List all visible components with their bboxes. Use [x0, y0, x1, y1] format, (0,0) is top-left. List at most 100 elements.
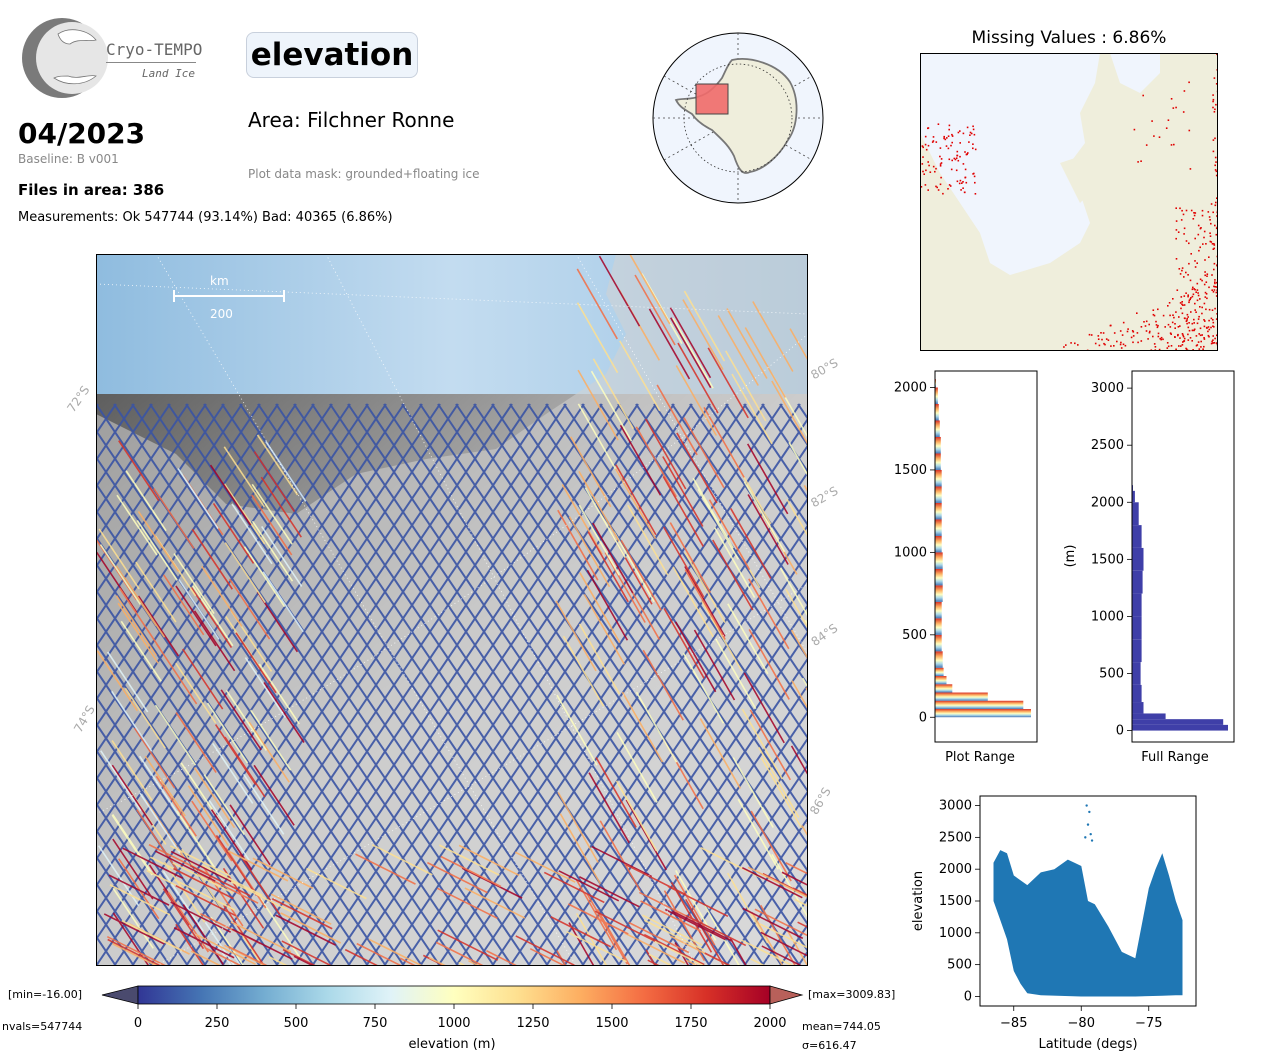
missing-point	[1214, 169, 1217, 171]
missing-point	[959, 142, 961, 144]
missing-point	[1188, 329, 1191, 332]
track-line	[96, 403, 315, 729]
track-line	[581, 629, 808, 966]
missing-point	[1199, 306, 1201, 308]
track-segment	[256, 434, 299, 496]
lat-label-80: 80°S	[808, 355, 841, 383]
missing-point	[1196, 282, 1199, 285]
full-range-y-ticks: 0 500 1000 1500 2000 2500 3000	[1091, 381, 1132, 739]
track-segment	[748, 578, 790, 650]
missing-point	[1103, 342, 1105, 345]
missing-point	[1182, 335, 1185, 338]
histogram-tick-label: 500	[1099, 667, 1124, 682]
track-segment	[112, 838, 154, 900]
missing-point	[967, 152, 969, 154]
track-segment	[588, 772, 630, 844]
missing-point	[1130, 336, 1133, 339]
track-segment	[750, 810, 792, 882]
missing-point	[1110, 345, 1112, 347]
missing-point	[1195, 335, 1198, 337]
missing-point	[1214, 337, 1216, 340]
track-segment	[760, 904, 797, 966]
missing-point	[1194, 266, 1197, 268]
missing-values-map	[920, 53, 1218, 351]
missing-point	[1204, 259, 1206, 261]
track-segment	[214, 724, 257, 786]
track-line	[599, 656, 808, 966]
histogram-tick-label: 3000	[1091, 381, 1124, 396]
missing-point	[1207, 334, 1210, 337]
track-segment	[786, 498, 808, 538]
missing-point	[948, 158, 951, 161]
missing-point	[1214, 279, 1216, 281]
histogram-tick-label: 0	[1116, 724, 1124, 739]
missing-point	[1185, 292, 1187, 294]
track-segment	[754, 908, 808, 937]
track-segment	[133, 727, 176, 789]
missing-point	[1174, 323, 1176, 325]
missing-point	[1158, 136, 1161, 138]
histogram-bar	[935, 634, 942, 652]
missing-point	[1154, 346, 1157, 348]
missing-point	[1216, 264, 1218, 267]
histogram-bar	[935, 486, 942, 503]
track-segment	[191, 528, 233, 590]
missing-point	[1156, 326, 1159, 329]
missing-point	[950, 144, 952, 147]
track-segment	[641, 273, 683, 344]
missing-point	[1215, 233, 1218, 236]
track-segment	[557, 792, 599, 863]
missing-point	[1181, 209, 1183, 212]
missing-point	[1164, 326, 1166, 328]
track-segment	[270, 893, 332, 925]
missing-point	[1187, 294, 1189, 296]
scatter-density-region	[993, 850, 1183, 997]
track-segment	[717, 315, 759, 386]
track-segment	[224, 542, 266, 604]
track-segment	[586, 893, 628, 965]
track-segment	[121, 919, 183, 952]
track-line	[96, 403, 423, 888]
missing-point	[1203, 283, 1206, 286]
track-segment	[785, 588, 808, 630]
missing-point	[1181, 303, 1183, 306]
track-segment	[562, 635, 605, 707]
lat-label-84: 84°S	[808, 620, 841, 650]
track-segment	[135, 561, 177, 623]
full-range-bars	[1132, 485, 1228, 731]
missing-point	[1212, 339, 1214, 341]
histogram-bar	[1132, 724, 1228, 731]
missing-point	[1175, 348, 1177, 351]
missing-point	[1210, 241, 1213, 243]
missing-point	[1206, 273, 1209, 275]
missing-point	[1214, 307, 1216, 310]
missing-point	[934, 170, 936, 173]
track-line	[545, 576, 808, 966]
track-segment	[225, 689, 268, 751]
full-range-ylabel: (m)	[1063, 545, 1078, 568]
track-segment	[648, 308, 691, 380]
full-range-histogram: 0 500 1000 1500 2000 2500 3000 (m) Full Range	[1063, 370, 1235, 765]
scatter-y-ticks: 0 500 1000 1500 2000 2500 3000	[939, 799, 980, 1004]
missing-point	[972, 143, 974, 145]
missing-point	[1191, 322, 1194, 325]
missing-point	[924, 184, 927, 186]
track-segment	[741, 708, 784, 780]
missing-point	[1107, 339, 1110, 341]
track-segment	[692, 477, 734, 549]
track-segment	[529, 947, 567, 966]
missing-point	[922, 156, 924, 158]
missing-point	[1169, 314, 1171, 317]
missing-point	[1208, 308, 1211, 311]
missing-point	[1196, 289, 1199, 291]
missing-point	[1212, 319, 1214, 321]
missing-point	[1213, 289, 1216, 291]
track-segment	[566, 930, 627, 963]
missing-point	[1207, 326, 1210, 328]
track-segment	[243, 546, 286, 608]
missing-point	[1193, 288, 1195, 290]
missing-point	[956, 154, 959, 157]
missing-point	[939, 165, 942, 167]
track-segment	[567, 903, 629, 935]
track-segment	[591, 845, 653, 878]
